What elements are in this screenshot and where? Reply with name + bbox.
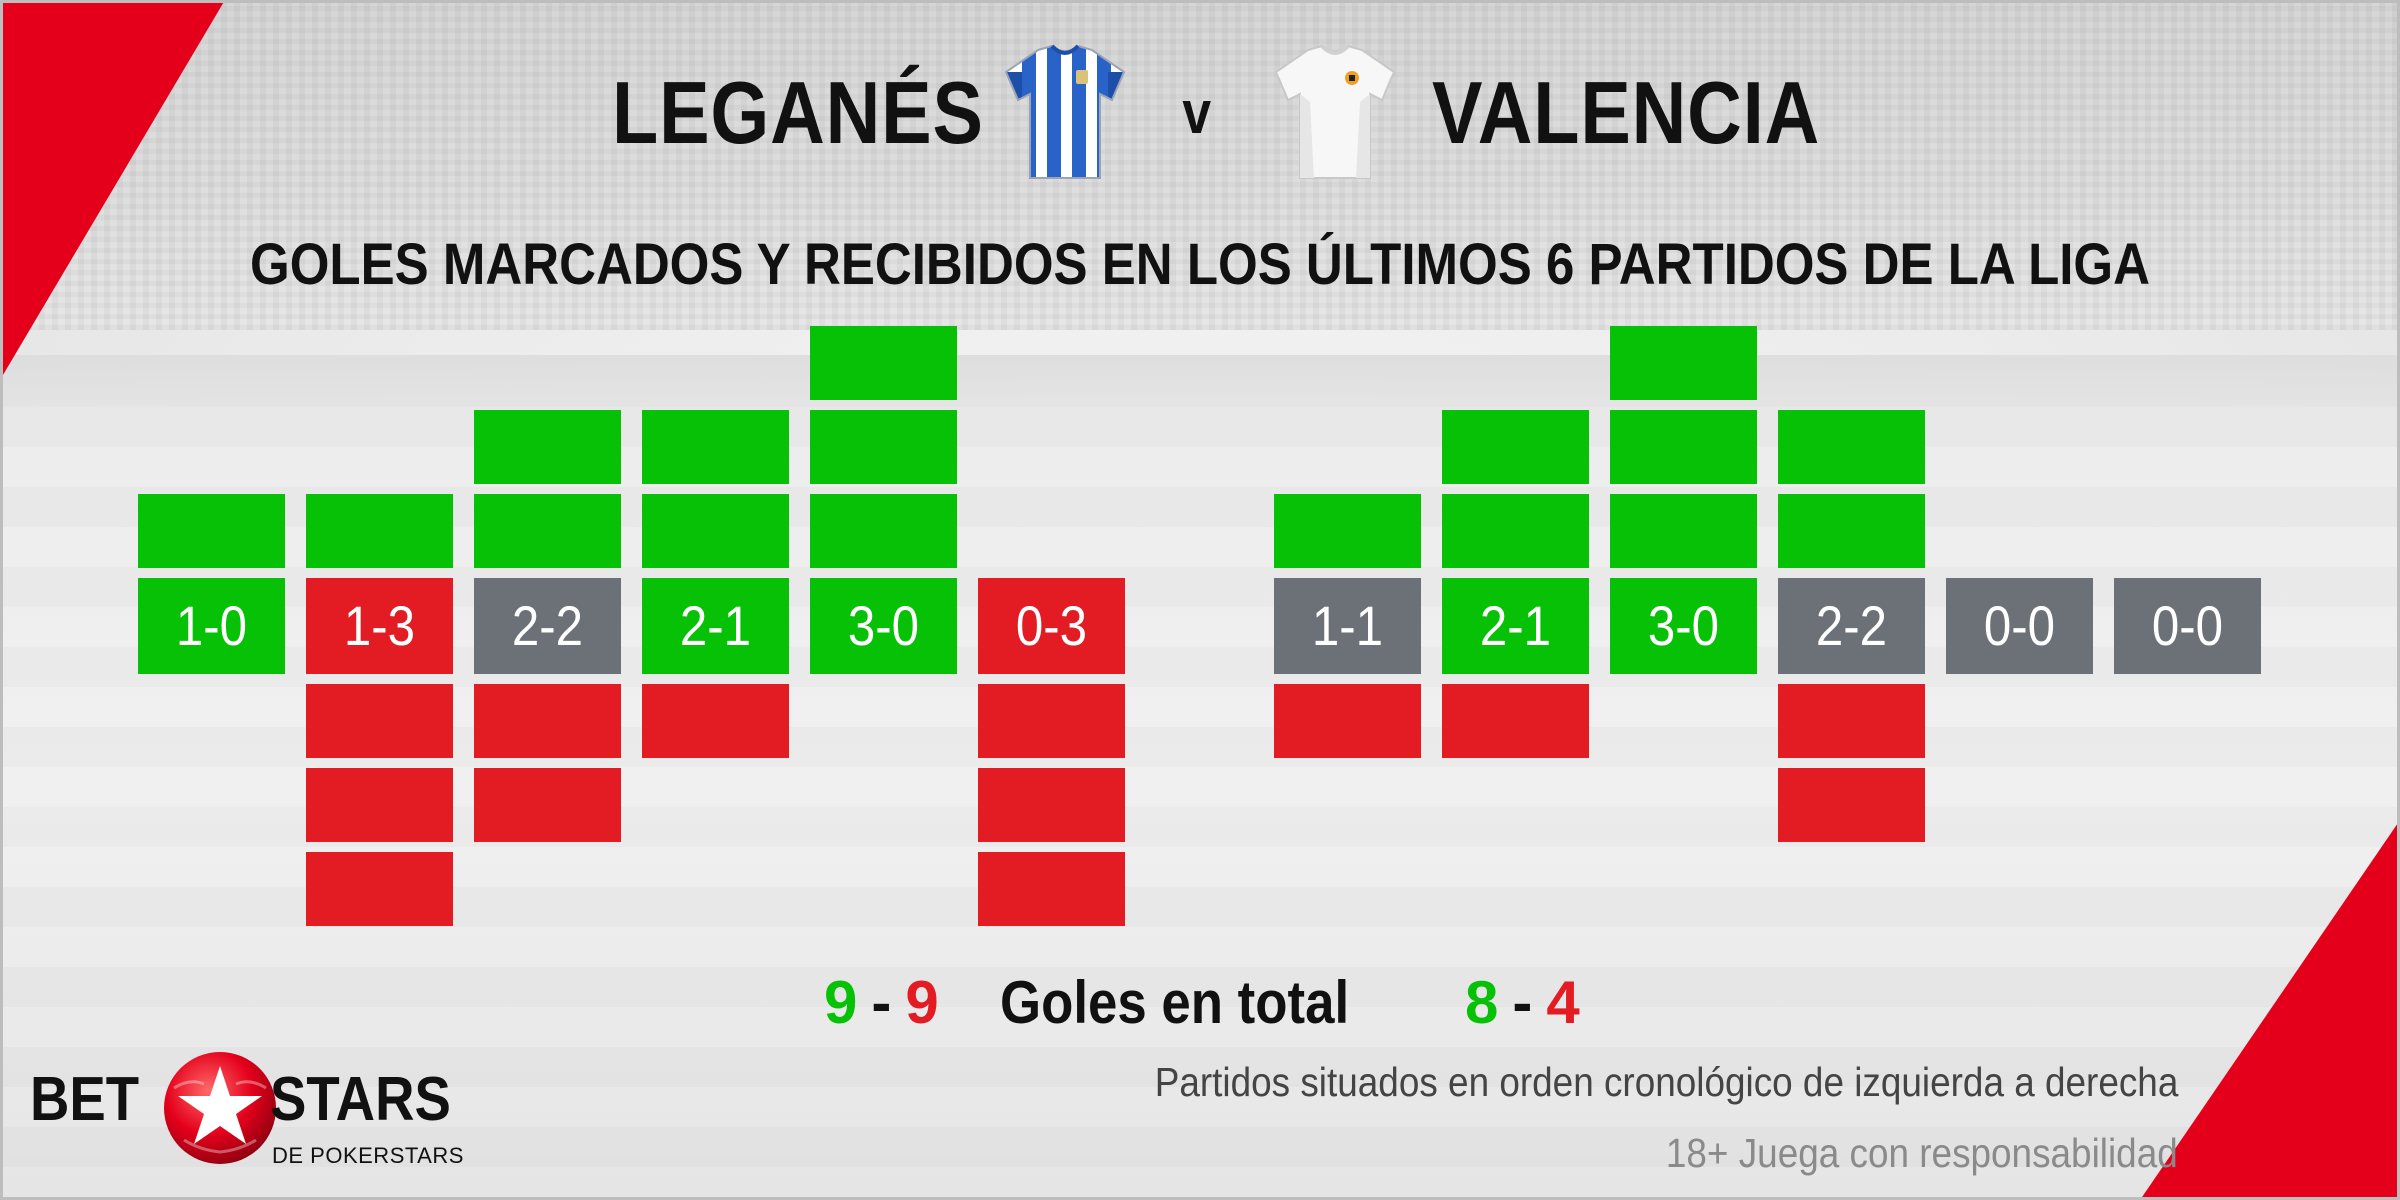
- stadium-crowd-background: [0, 0, 2400, 330]
- match-score-tile: 1-3: [306, 578, 453, 674]
- match-score-tile: 1-0: [138, 578, 285, 674]
- conceded-goal-block: [474, 768, 621, 842]
- match-score-tile: 2-2: [474, 578, 621, 674]
- match-score-label: 2-2: [1815, 594, 1888, 657]
- match-score-tile: 2-1: [1442, 578, 1589, 674]
- match-score-label: 0-0: [1983, 594, 2056, 657]
- scored-goal-block: [810, 494, 957, 568]
- home-goals-total: 9-9: [824, 963, 939, 1043]
- scored-goal-block: [642, 494, 789, 568]
- conceded-goal-block: [306, 768, 453, 842]
- away-total-conceded: 4: [1546, 969, 1580, 1036]
- scored-goal-block: [1274, 494, 1421, 568]
- match-score-tile: 2-2: [1778, 578, 1925, 674]
- scored-goal-block: [306, 494, 453, 568]
- away-team-name: VALENCIA: [1432, 63, 1821, 162]
- match-score-label: 0-0: [2151, 594, 2224, 657]
- home-team-name: LEGANÉS: [612, 63, 984, 162]
- scored-goal-block: [1610, 410, 1757, 484]
- match-score-label: 2-2: [511, 594, 584, 657]
- match-score-label: 1-1: [1311, 594, 1384, 657]
- match-score-label: 1-0: [175, 594, 248, 657]
- match-score-tile: 0-0: [1946, 578, 2093, 674]
- match-score-label: 2-1: [1479, 594, 1552, 657]
- home-total-conceded: 9: [905, 969, 939, 1036]
- scored-goal-block: [1442, 494, 1589, 568]
- match-score-tile: 0-3: [978, 578, 1125, 674]
- match-score-label: 1-3: [343, 594, 416, 657]
- scored-goal-block: [138, 494, 285, 568]
- scored-goal-block: [1442, 410, 1589, 484]
- conceded-goal-block: [306, 684, 453, 758]
- match-score-label: 2-1: [679, 594, 752, 657]
- scored-goal-block: [810, 410, 957, 484]
- match-score-label: 3-0: [1647, 594, 1720, 657]
- advertising-boards-background: [0, 355, 2400, 407]
- scored-goal-block: [810, 326, 957, 400]
- conceded-goal-block: [1778, 768, 1925, 842]
- conceded-goal-block: [474, 684, 621, 758]
- match-score-tile: 2-1: [642, 578, 789, 674]
- match-score-tile: 3-0: [810, 578, 957, 674]
- soccer-ball-star-icon: [164, 1052, 276, 1164]
- logo-subtitle: DE POKERSTARS: [272, 1143, 464, 1168]
- scored-goal-block: [1778, 410, 1925, 484]
- match-score-label: 3-0: [847, 594, 920, 657]
- chart-subtitle: GOLES MARCADOS Y RECIBIDOS EN LOS ÚLTIMO…: [250, 232, 2150, 297]
- conceded-goal-block: [1274, 684, 1421, 758]
- conceded-goal-block: [1442, 684, 1589, 758]
- away-goals-total: 8-4: [1465, 963, 1580, 1043]
- scored-goal-block: [1610, 326, 1757, 400]
- leganes-shirt-icon: [1004, 44, 1126, 179]
- responsible-gambling-note: 18+ Juega con responsabilidad: [1666, 1130, 2178, 1176]
- chronology-note: Partidos situados en orden cronológico d…: [1154, 1059, 2178, 1105]
- scored-goal-block: [1610, 494, 1757, 568]
- scored-goal-block: [1778, 494, 1925, 568]
- scored-goal-block: [474, 410, 621, 484]
- logo-stars-text: STARS: [270, 1065, 451, 1134]
- match-score-tile: 3-0: [1610, 578, 1757, 674]
- away-total-dash: -: [1512, 969, 1533, 1036]
- conceded-goal-block: [978, 768, 1125, 842]
- conceded-goal-block: [306, 852, 453, 926]
- home-total-dash: -: [871, 969, 892, 1036]
- match-score-tile: 0-0: [2114, 578, 2261, 674]
- match-score-label: 0-3: [1015, 594, 1088, 657]
- conceded-goal-block: [1778, 684, 1925, 758]
- conceded-goal-block: [978, 852, 1125, 926]
- home-total-scored: 9: [824, 969, 858, 1036]
- betstars-logo: BET STARS DE POKERSTARS: [30, 1040, 500, 1180]
- scored-goal-block: [642, 410, 789, 484]
- scored-goal-block: [474, 494, 621, 568]
- match-score-tile: 1-1: [1274, 578, 1421, 674]
- conceded-goal-block: [642, 684, 789, 758]
- conceded-goal-block: [978, 684, 1125, 758]
- valencia-shirt-icon: [1274, 44, 1396, 179]
- logo-bet-text: BET: [30, 1065, 140, 1134]
- away-total-scored: 8: [1465, 969, 1499, 1036]
- goals-total-label: Goles en total: [1000, 969, 1350, 1036]
- versus-label: v: [1182, 79, 1212, 146]
